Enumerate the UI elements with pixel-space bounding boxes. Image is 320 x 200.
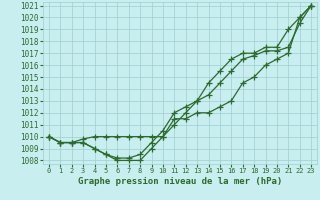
X-axis label: Graphe pression niveau de la mer (hPa): Graphe pression niveau de la mer (hPa) [78, 177, 282, 186]
